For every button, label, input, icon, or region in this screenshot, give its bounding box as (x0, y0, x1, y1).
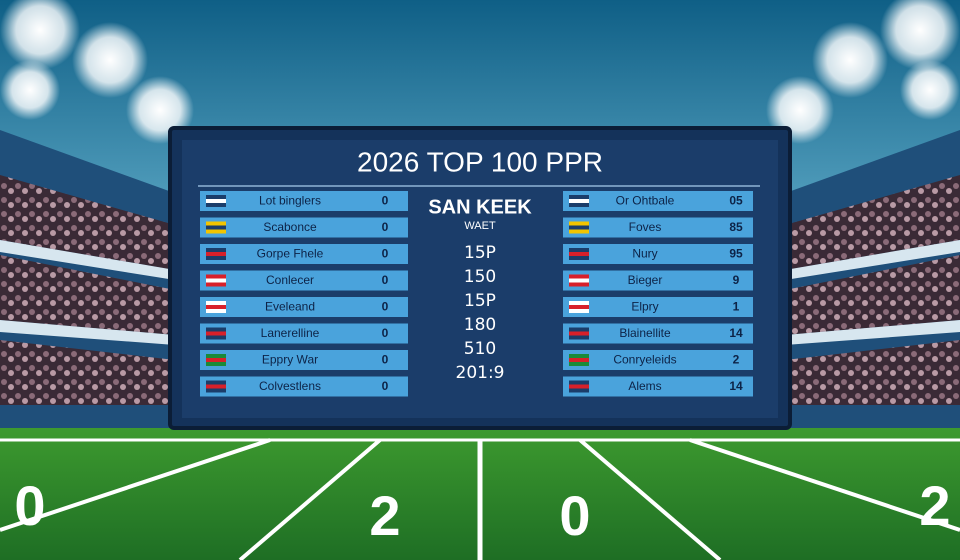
flag-stripe (569, 252, 589, 256)
row-bar (200, 270, 408, 291)
row-bar (200, 376, 408, 397)
player-score: 0 (382, 379, 389, 393)
row-bar (563, 350, 753, 370)
scoreboard-title: 2026 TOP 100 PPR (357, 146, 603, 177)
flag-stripe (569, 305, 589, 309)
yard-number: 0 (559, 484, 590, 547)
row-bar (563, 270, 753, 291)
flag-stripe (569, 278, 589, 283)
center-line: 180 (464, 315, 496, 335)
center-heading: SAN KEEK (428, 196, 532, 218)
player-name: Foves (629, 220, 662, 234)
flag-stripe (206, 358, 226, 362)
player-name: Colvestlens (259, 379, 321, 393)
player-score: 0 (382, 353, 389, 367)
flag-stripe (206, 384, 226, 389)
yard-number: 0 (14, 474, 45, 537)
player-name: Conlecer (266, 273, 314, 287)
flag-stripe (206, 305, 226, 309)
row-bar (200, 297, 408, 317)
yard-numbers: 0 2 0 2 (14, 474, 950, 547)
player-name: Conryeleids (613, 353, 676, 367)
row-bar (200, 323, 408, 344)
player-name: Eppry War (262, 353, 318, 367)
player-score: 1 (733, 300, 740, 314)
player-score: 0 (382, 300, 389, 314)
field (0, 428, 960, 560)
flag-stripe (569, 199, 589, 203)
yard-number: 2 (369, 484, 400, 547)
player-score: 0 (382, 194, 389, 208)
center-line: 15P (464, 291, 496, 311)
center-line: 15P (464, 243, 496, 263)
player-score: 14 (729, 379, 743, 393)
center-line: 201:9 (456, 363, 505, 383)
player-name: Alems (628, 379, 661, 393)
flag-stripe (206, 278, 226, 283)
flag-stripe (569, 384, 589, 389)
stands-right (780, 130, 960, 430)
player-name: Lanerelline (261, 326, 320, 340)
player-score: 9 (733, 273, 740, 287)
player-score: 05 (729, 194, 743, 208)
row-bar (563, 244, 753, 264)
flag-stripe (206, 199, 226, 203)
player-score: 0 (382, 247, 389, 261)
row-bar (563, 217, 753, 238)
flag-stripe (206, 331, 226, 336)
player-score: 2 (733, 353, 740, 367)
player-name: Gorpe Fhele (257, 247, 324, 261)
center-line: 150 (464, 267, 496, 287)
row-bar (563, 323, 753, 344)
yard-number: 2 (919, 474, 950, 537)
rows: Lot binglers 0 Scabonce 0 Gorpe Fhele 0 Conlec… (200, 191, 753, 397)
row-bar (200, 350, 408, 370)
player-score: 0 (382, 273, 389, 287)
row-bar (563, 297, 753, 317)
player-score: 0 (382, 326, 389, 340)
center-subheading: WAET (464, 220, 496, 232)
row-bar (200, 217, 408, 238)
player-name: Blainellite (619, 326, 671, 340)
stands-left (0, 130, 180, 430)
player-score: 0 (382, 220, 389, 234)
row-bar (200, 244, 408, 264)
row-bar (563, 376, 753, 397)
player-name: Eveleand (265, 300, 315, 314)
player-name: Elpry (631, 300, 658, 314)
player-name: Nury (632, 247, 657, 261)
player-score: 95 (729, 247, 743, 261)
row-bar (563, 191, 753, 211)
flag-stripe (206, 252, 226, 256)
floodlights (0, 0, 960, 144)
flag-stripe (569, 225, 589, 230)
row-bar (200, 191, 408, 211)
flag-stripe (206, 225, 226, 230)
player-score: 85 (729, 220, 743, 234)
player-name: Bieger (628, 273, 663, 287)
player-name: Scabonce (263, 220, 317, 234)
player-name: Lot binglers (259, 194, 321, 208)
flag-stripe (569, 331, 589, 336)
player-score: 14 (729, 326, 743, 340)
center-line: 510 (464, 339, 496, 359)
player-name: Or Ohtbale (616, 194, 675, 208)
flag-stripe (569, 358, 589, 362)
